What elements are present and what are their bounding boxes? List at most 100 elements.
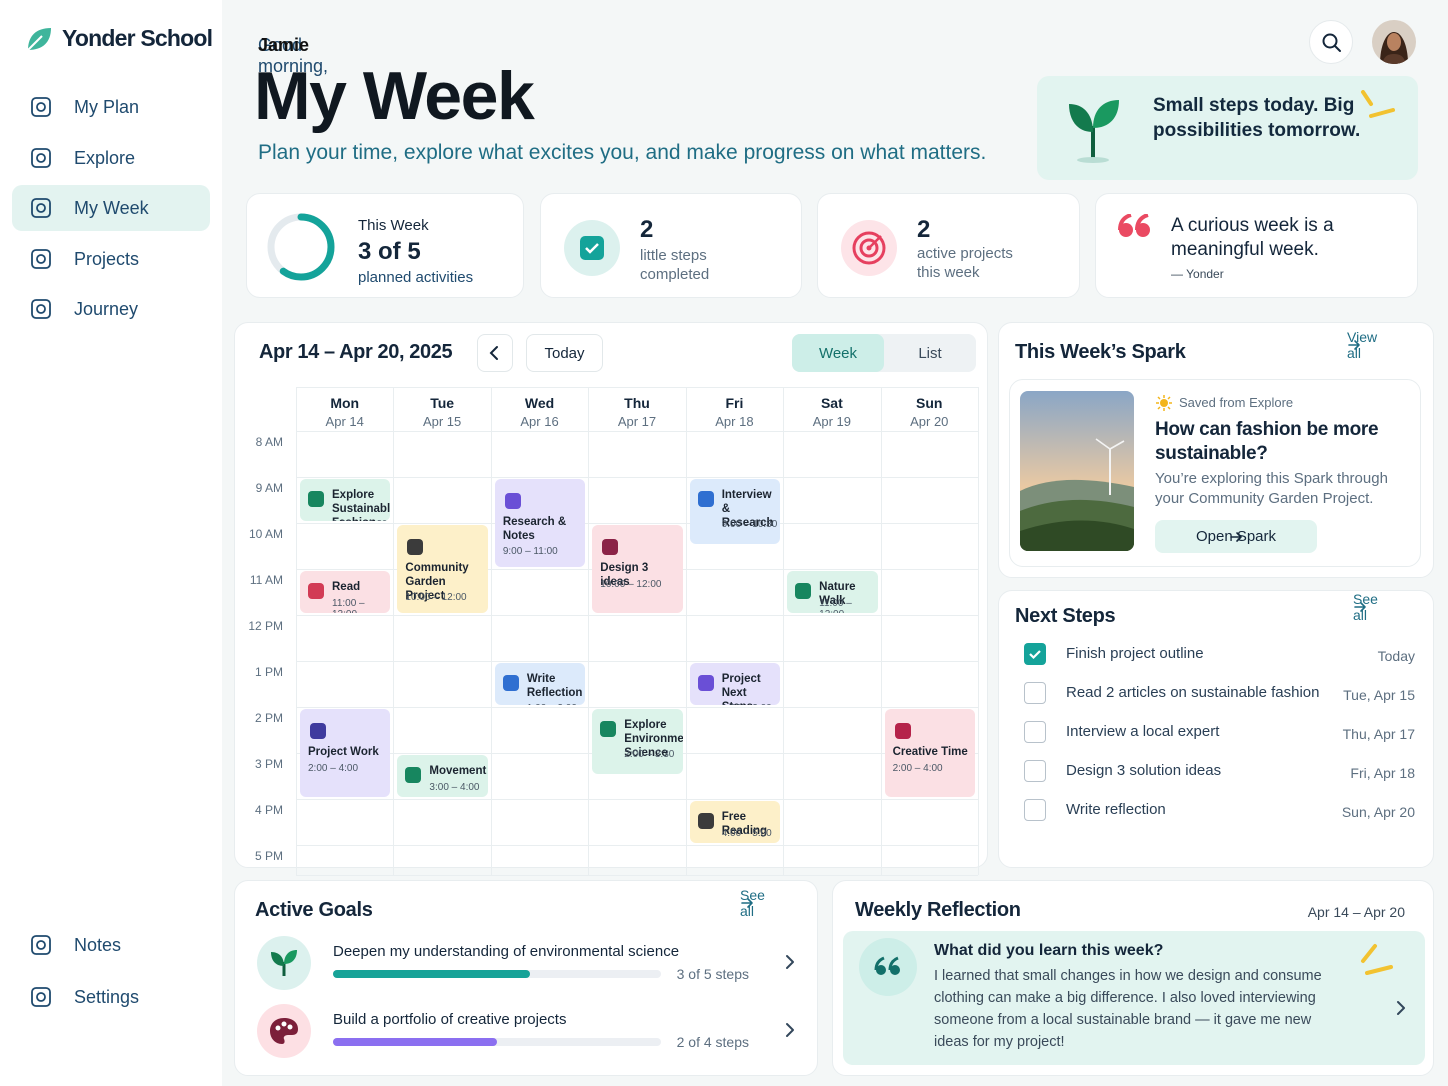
day-name: Mon [330, 395, 360, 411]
circle [1136, 223, 1150, 237]
spark-item: Saved from Explore How can fashion be mor… [1009, 379, 1421, 567]
prev-button[interactable] [477, 334, 513, 372]
calendar-event[interactable]: Free Reading 4:00 – 5:00 [689, 801, 781, 843]
event-icon [697, 813, 714, 829]
circle [1119, 223, 1133, 237]
calendar-event[interactable]: Read 11:00 – 12:00 [300, 571, 391, 613]
path [1382, 54, 1406, 64]
chevron[interactable] [783, 953, 797, 971]
path [284, 950, 297, 964]
calendar-event[interactable]: Creative Time 2:00 – 4:00 [884, 709, 975, 797]
today-button[interactable]: Today [526, 334, 603, 372]
grid-line [490, 387, 492, 875]
view-option[interactable]: List [884, 334, 976, 372]
view-option[interactable]: Week [792, 334, 884, 372]
goal-icon [257, 1004, 311, 1058]
rect [580, 236, 604, 260]
event-icon [504, 493, 521, 509]
nav-item[interactable]: My Week [12, 185, 210, 231]
svg [27, 28, 51, 51]
path [1093, 100, 1119, 128]
check-icon [564, 220, 620, 276]
calendar-event[interactable]: Movement 3:00 – 4:00 [397, 755, 488, 797]
grid-line [296, 387, 978, 388]
open-spark-button[interactable]: Open Spark [1155, 520, 1317, 553]
grid-line [296, 523, 978, 524]
path [868, 235, 882, 249]
goal-text: Deepen my understanding of environmental… [333, 943, 680, 960]
event-icon [308, 491, 324, 507]
path [27, 35, 43, 51]
event-time: 10:00 – 12:00 [600, 579, 662, 590]
svg [1230, 531, 1242, 542]
sun-icon [1156, 395, 1172, 411]
calendar-event[interactable]: Write Reflection 1:00 – 2:00 [494, 663, 586, 705]
svg [741, 898, 753, 908]
grid-line [296, 615, 978, 616]
nav-label: Journey [74, 299, 139, 319]
nav-item[interactable]: Notes [12, 922, 210, 968]
event-time: 9:00 – 11:00 [502, 546, 558, 557]
day-name: Sun [916, 395, 943, 411]
calendar-event[interactable]: Project Work 2:00 – 4:00 [300, 709, 391, 797]
sparkle [1355, 943, 1399, 981]
calendar-event[interactable]: Project Next Steps1:00 – 2:00 [689, 663, 781, 705]
rect [31, 147, 51, 168]
event-title: Research & Notes [502, 516, 567, 542]
event-title: Free Reading [721, 811, 768, 837]
svg [1397, 1001, 1405, 1015]
event-time: 9:00 – 10:30 [721, 519, 778, 530]
day-date: Apr 15 [422, 414, 462, 429]
grid-line [393, 387, 395, 875]
calendar-event[interactable]: Research & Notes 9:00 – 11:00 [494, 479, 586, 567]
rect [31, 97, 51, 117]
rect [31, 198, 51, 218]
sparkle [1359, 90, 1399, 126]
reflection-box: What did you learn this week? I learned t… [843, 931, 1425, 1065]
calendar-event[interactable]: Design 3 ideas 10:00 – 12:00 [592, 525, 683, 613]
progress-track [333, 1038, 661, 1046]
calendar-event[interactable]: Community Garden Project 10:00 – 12:00 [397, 525, 488, 613]
nav-item[interactable]: Projects [12, 236, 210, 282]
checkbox[interactable] [1024, 721, 1046, 743]
avatar[interactable] [1372, 20, 1416, 64]
event-time: 2:00 – 3:30 [624, 749, 675, 760]
step-text: Interview a local expert [1066, 723, 1220, 740]
next-steps-card: Next Steps See all Finish project outline T… [998, 590, 1434, 868]
day-name: Fri [725, 395, 744, 411]
section-title: Next Steps [1015, 605, 1116, 627]
path [888, 956, 899, 971]
svg [489, 346, 498, 360]
calendar-event[interactable]: Interview & Research 9:00 – 10:30 [689, 479, 781, 544]
checkbox[interactable] [1024, 760, 1046, 782]
event-title: Design 3 ideas [600, 562, 649, 588]
checkbox[interactable] [1024, 643, 1046, 665]
hour-label: 1 PM [254, 665, 283, 679]
nav-item[interactable]: Journey [12, 286, 210, 332]
section-title: This Week’s Spark [1015, 341, 1186, 363]
path [489, 346, 498, 360]
path [1069, 104, 1093, 132]
nav-label: My Plan [74, 97, 140, 117]
calendar-event[interactable]: Explore Sustainable Fashion9:00 – 10:00 [300, 479, 391, 521]
grid-line [880, 387, 882, 875]
event-title: Project Next Steps [721, 673, 761, 705]
nav-item[interactable]: Settings [12, 974, 210, 1020]
path [1397, 1001, 1405, 1015]
chevron[interactable] [783, 1021, 797, 1039]
nav-item[interactable]: My Plan [12, 84, 210, 130]
path [1354, 602, 1366, 612]
hour-label: 9 AM [255, 481, 283, 495]
checkbox[interactable] [1024, 682, 1046, 704]
chevron[interactable] [1394, 999, 1408, 1017]
search-button[interactable] [1309, 20, 1353, 64]
svg [786, 955, 794, 969]
quote-card: A curious week is a meaningful week. — Yo… [1095, 193, 1418, 298]
nav-item[interactable]: Explore [12, 135, 210, 181]
stat-value: 3 of 5 [358, 238, 421, 265]
hour-label: 12 PM [248, 619, 283, 633]
see-all-link-text: See all [1353, 591, 1378, 623]
checkbox[interactable] [1024, 799, 1046, 821]
